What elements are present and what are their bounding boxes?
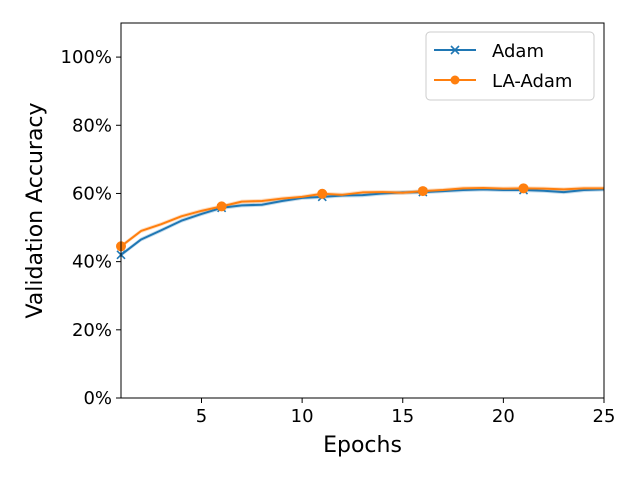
y-tick-label: 100% [61,47,112,68]
x-tick-label: 5 [196,406,207,427]
axes: 5 10 15 20 25 0% 20% 40% 60% 80% 100% [61,22,616,427]
legend-marker-la-adam [450,75,460,85]
data-point-la-adam [317,188,328,199]
series-line-adam [120,188,605,256]
y-tick-label: 0% [83,388,112,409]
y-axis-title: Validation Accuracy [23,102,48,318]
y-tick-label: 40% [72,252,112,273]
series-band-adam [121,187,604,257]
legend-label-adam: Adam [492,41,544,62]
x-axis-title: Epochs [323,433,402,458]
data-point-la-adam [417,186,428,197]
x-tick-label: 15 [391,406,414,427]
legend-label-la-adam: LA-Adam [492,71,572,92]
plot-area [116,183,605,260]
data-point-la-adam [216,201,227,212]
y-tick-label: 60% [72,183,112,204]
legend-marker-adam [450,45,460,55]
x-tick-label: 25 [593,406,616,427]
legend: Adam LA-Adam [425,31,595,101]
y-tick-label: 20% [72,320,112,341]
plot-frame [120,22,605,399]
x-tick-label: 20 [492,406,515,427]
y-tick-label: 80% [72,115,112,136]
x-tick-label: 10 [291,406,314,427]
data-point-la-adam [518,183,529,194]
